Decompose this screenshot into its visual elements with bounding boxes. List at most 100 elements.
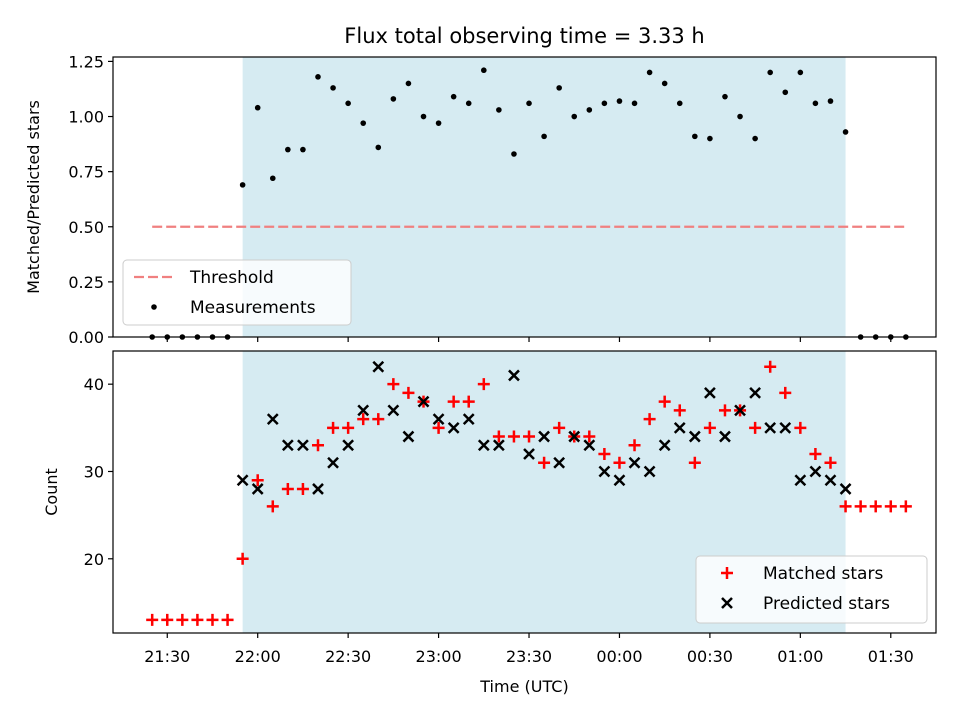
predicted-star-point <box>779 421 792 434</box>
matched-star-point <box>161 613 174 626</box>
top-y-tick-label: 1.25 <box>68 52 104 71</box>
matched-star-point <box>598 448 611 461</box>
predicted-star-point <box>402 430 415 443</box>
legend-matched-swatch <box>721 567 733 579</box>
matched-star-point <box>643 413 656 426</box>
matched-star-point <box>206 613 219 626</box>
predicted-star-point <box>387 404 400 417</box>
matched-star-point <box>613 456 626 469</box>
predicted-star-point <box>357 404 370 417</box>
predicted-star-point <box>432 413 445 425</box>
bottom-plot-frame <box>112 350 937 634</box>
matched-star-point <box>236 552 249 565</box>
matched-star-point <box>327 421 340 434</box>
matched-star-point <box>311 439 324 452</box>
matched-star-point <box>447 395 460 408</box>
predicted-star-point <box>839 483 852 495</box>
matched-star-point <box>357 413 370 426</box>
predicted-star-point <box>673 421 686 434</box>
top-plot-frame <box>112 56 937 338</box>
measurement-point <box>556 85 562 91</box>
matched-star-point <box>553 421 566 434</box>
measurement-point <box>812 100 819 107</box>
measurement-point <box>496 107 502 113</box>
measurement-point <box>420 113 427 120</box>
legend-predicted-label: Predicted stars <box>763 594 890 614</box>
matched-star-point <box>523 430 536 443</box>
matched-star-point <box>191 613 204 626</box>
measurement-point <box>330 85 336 91</box>
matched-star-point <box>146 613 159 626</box>
matched-star-point <box>839 500 852 513</box>
predicted-star-point <box>764 421 777 434</box>
x-tick-label: 00:30 <box>687 647 733 666</box>
predicted-star-point <box>312 483 324 495</box>
measurement-point <box>405 80 412 87</box>
measurement-point <box>616 98 623 104</box>
predicted-star-point <box>628 456 641 469</box>
measurement-point <box>571 113 578 120</box>
measurement-point <box>722 93 728 100</box>
matched-star-point <box>251 474 264 487</box>
measurement-point <box>315 74 321 80</box>
measurement-point <box>526 100 532 107</box>
measurement-point <box>239 182 246 188</box>
measurement-point <box>661 80 668 87</box>
predicted-star-point <box>643 465 656 478</box>
predicted-star-point <box>583 439 596 452</box>
bottom-y-axis: 20 30 40 <box>84 375 113 569</box>
top-y-tick-label: 0.25 <box>68 273 104 292</box>
predicted-stars-points <box>236 360 852 495</box>
top-y-tick-label: 1.00 <box>68 108 104 127</box>
measurement-point <box>254 104 261 111</box>
predicted-star-point <box>523 448 535 460</box>
matched-star-point <box>342 421 355 434</box>
legend-measurements-swatch <box>151 304 157 310</box>
top-y-tick-label: 0.75 <box>68 163 104 182</box>
measurement-point <box>375 144 382 151</box>
legend-matched-label: Matched stars <box>763 564 883 584</box>
bottom-legend: Matched stars Predicted stars <box>695 555 928 624</box>
matched-star-point <box>266 500 279 513</box>
bottom-panel: 20 30 40 21:30 22:00 22:30 23:00 23:30 00:00 00:… <box>84 350 937 666</box>
matched-star-point <box>854 500 867 513</box>
matched-star-point <box>764 360 777 373</box>
predicted-star-point <box>538 430 550 443</box>
matched-star-point <box>658 395 671 408</box>
predicted-star-point <box>372 360 385 373</box>
predicted-star-point <box>266 413 279 425</box>
x-tick-label: 00:00 <box>596 647 642 666</box>
matched-star-point <box>824 456 837 469</box>
predicted-star-point <box>734 404 746 417</box>
measurement-point <box>269 175 276 182</box>
legend-predicted-swatch <box>721 597 733 609</box>
predicted-star-point <box>598 465 611 478</box>
legend-threshold-label: Threshold <box>189 268 274 288</box>
predicted-star-point <box>281 439 294 452</box>
measurement-point <box>827 98 834 104</box>
matched-star-point <box>372 413 385 426</box>
matched-star-point <box>538 456 551 469</box>
matched-star-point <box>869 500 882 513</box>
top-legend: Threshold Measurements <box>122 259 352 326</box>
matched-stars-points <box>146 360 912 626</box>
measurement-point <box>646 69 653 76</box>
predicted-star-point <box>236 474 249 487</box>
bottom-x-axis: 21:30 22:00 22:30 23:00 23:30 00:00 00:30 01:00… <box>144 633 914 666</box>
x-tick-label: 23:30 <box>506 647 552 666</box>
measurement-point <box>676 100 683 107</box>
x-tick-label: 23:00 <box>416 647 462 666</box>
measurement-point <box>782 89 789 96</box>
predicted-star-point <box>508 369 520 382</box>
measurement-point <box>601 100 608 107</box>
matched-star-point <box>884 500 897 513</box>
matched-star-point <box>176 613 189 626</box>
matched-star-point <box>492 430 505 443</box>
predicted-star-point <box>327 456 339 469</box>
predicted-star-point <box>704 387 716 399</box>
x-axis-label: Time (UTC) <box>479 677 568 696</box>
matched-star-point <box>718 404 731 417</box>
measurement-point <box>842 129 849 135</box>
predicted-star-point <box>658 439 671 452</box>
